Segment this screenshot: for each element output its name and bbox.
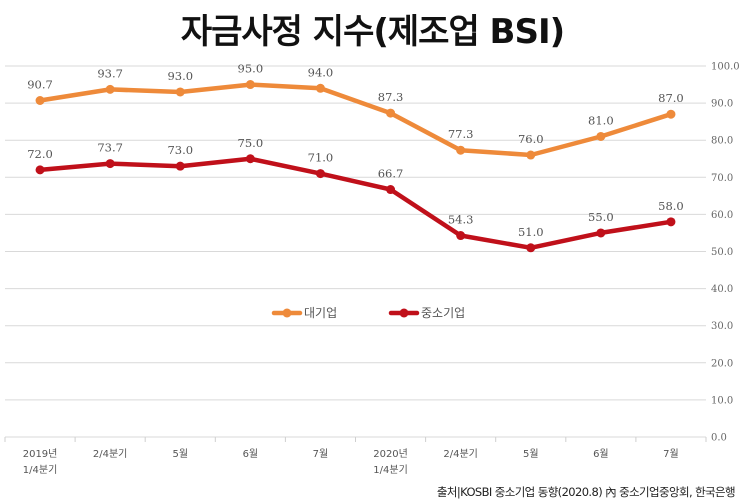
y-tick-label: 80.0 [711,136,733,147]
series-line-1 [37,82,674,158]
x-tick-label: 2020년 [373,448,408,460]
data-point [245,154,255,164]
data-point [105,84,115,94]
data-point [666,217,676,227]
data-point [596,228,606,238]
x-tick-label: 6월 [593,448,609,460]
x-tick-label: 2019년 [23,448,58,460]
data-label: 87.0 [658,91,684,105]
data-label: 93.0 [167,69,193,83]
y-tick-label: 90.0 [711,99,733,110]
data-label: 54.3 [448,213,474,227]
y-tick-label: 50.0 [711,247,733,258]
chart-title: 자금사정 지수(제조업 BSI) [180,12,565,52]
data-point [386,108,396,118]
data-label: 55.0 [588,210,614,224]
data-label: 81.0 [588,113,614,127]
data-label: 71.0 [308,151,334,165]
data-point [175,87,185,97]
data-point [666,109,676,119]
data-point [456,145,466,155]
x-tick-label: 5월 [172,448,188,460]
data-label: 77.3 [448,127,474,141]
data-label: 73.0 [167,143,193,157]
legend-label: 대기업 [304,306,337,320]
data-label: 51.0 [518,225,544,239]
data-label: 94.0 [308,65,334,79]
y-tick-label: 10.0 [711,395,733,406]
y-tick-label: 40.0 [711,284,733,295]
x-tick-label: 1/4분기 [373,464,408,476]
data-point [315,83,325,93]
data-point [526,243,536,253]
data-label: 72.0 [27,147,53,161]
data-point [35,96,45,106]
data-label: 73.7 [97,141,123,155]
data-label: 93.7 [97,66,123,80]
data-point [526,150,536,160]
data-point [105,159,115,169]
data-label: 87.3 [378,90,404,104]
legend-marker [399,308,409,318]
source-note: 출처|KOSBI 중소기업 동향(2020.8) 內 중소기업중앙회, 한국은행 [436,485,736,499]
data-point [245,80,255,90]
data-point [456,231,466,241]
data-label: 90.7 [27,78,53,92]
x-tick-label: 5월 [523,448,539,460]
data-label: 76.0 [518,132,544,146]
legend-marker [282,308,292,318]
data-label: 58.0 [658,199,684,213]
data-label: 75.0 [238,136,264,150]
data-point [35,165,45,175]
y-tick-label: 20.0 [711,358,733,369]
data-point [386,185,396,195]
y-tick-label: 0.0 [711,433,727,444]
data-label: 66.7 [378,167,404,181]
x-tick-label: 7월 [663,448,679,460]
x-tick-label: 7월 [313,448,329,460]
x-tick-label: 1/4분기 [23,464,58,476]
y-tick-label: 100.0 [711,62,740,73]
y-tick-label: 70.0 [711,173,733,184]
series-line-2 [37,156,674,251]
data-label: 95.0 [238,62,264,76]
legend-label: 중소기업 [421,306,465,320]
data-point [596,131,606,141]
data-point [315,169,325,179]
x-tick-label: 2/4분기 [93,448,128,460]
y-tick-label: 60.0 [711,210,733,221]
y-tick-label: 30.0 [711,321,733,332]
x-tick-label: 2/4분기 [443,448,478,460]
data-point [175,161,185,171]
x-tick-label: 6월 [243,448,259,460]
